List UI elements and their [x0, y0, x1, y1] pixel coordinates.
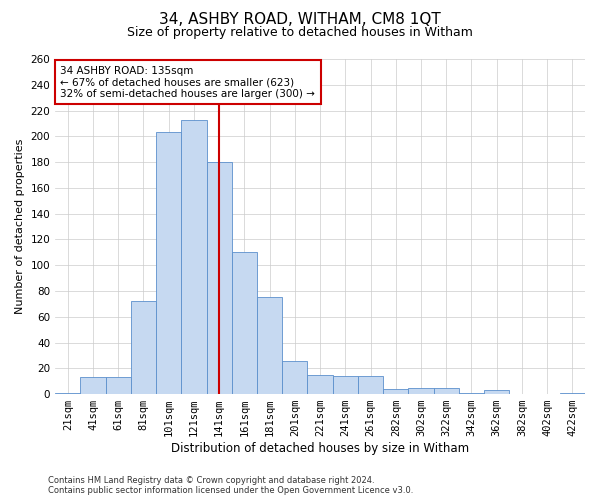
- Text: Size of property relative to detached houses in Witham: Size of property relative to detached ho…: [127, 26, 473, 39]
- Bar: [257, 298, 282, 394]
- Bar: [409, 388, 434, 394]
- Bar: [282, 360, 307, 394]
- Bar: [206, 162, 232, 394]
- Y-axis label: Number of detached properties: Number of detached properties: [15, 139, 25, 314]
- Bar: [459, 393, 484, 394]
- Bar: [131, 302, 156, 394]
- Bar: [358, 376, 383, 394]
- Bar: [106, 378, 131, 394]
- Bar: [156, 132, 181, 394]
- Bar: [484, 390, 509, 394]
- Bar: [434, 388, 459, 394]
- Text: Contains HM Land Registry data © Crown copyright and database right 2024.
Contai: Contains HM Land Registry data © Crown c…: [48, 476, 413, 495]
- Text: 34, ASHBY ROAD, WITHAM, CM8 1QT: 34, ASHBY ROAD, WITHAM, CM8 1QT: [159, 12, 441, 28]
- Bar: [80, 378, 106, 394]
- Bar: [383, 389, 409, 394]
- X-axis label: Distribution of detached houses by size in Witham: Distribution of detached houses by size …: [171, 442, 469, 455]
- Text: 34 ASHBY ROAD: 135sqm
← 67% of detached houses are smaller (623)
32% of semi-det: 34 ASHBY ROAD: 135sqm ← 67% of detached …: [61, 66, 316, 99]
- Bar: [332, 376, 358, 394]
- Bar: [560, 393, 585, 394]
- Bar: [307, 375, 332, 394]
- Bar: [232, 252, 257, 394]
- Bar: [55, 393, 80, 394]
- Bar: [181, 120, 206, 394]
